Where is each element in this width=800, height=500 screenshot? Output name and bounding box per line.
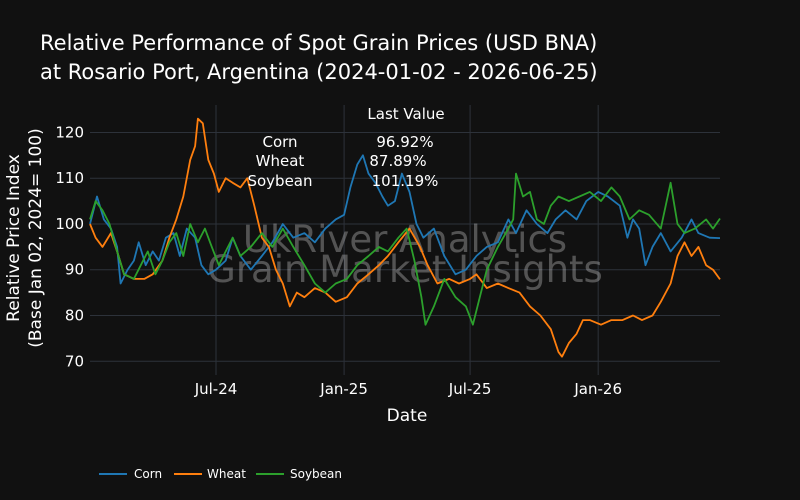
legend: Corn Wheat Soybean [99, 467, 342, 481]
y-tick-label-90: 90 [65, 261, 84, 279]
watermark: UkRiver Analytics Grain Market Insights [207, 218, 603, 291]
x-tick-label-jul-24: Jul-24 [194, 380, 238, 398]
chart-subtitle: at Rosario Port, Argentina (2024-01-02 -… [40, 60, 598, 84]
y-tick-label-80: 80 [65, 307, 84, 325]
annotation-value-wheat: 87.89% [369, 152, 426, 170]
x-tick-label-jan-25: Jan-25 [319, 380, 368, 398]
annotation-value-soybean: 101.19% [372, 172, 439, 190]
annotation-name-corn: Corn [262, 133, 297, 151]
y-axis-title-line-1: Relative Price Index [4, 154, 24, 322]
annotation-value-corn: 96.92% [376, 133, 433, 151]
legend-label-soybean: Soybean [290, 467, 342, 481]
x-axis-title: Date [387, 406, 428, 426]
annotation-header: Last Value [367, 105, 444, 123]
series-lines [89, 117, 721, 358]
last-value-annotation: Last Value Corn 96.92% Wheat 87.89% Soyb… [247, 105, 444, 190]
legend-label-wheat: Wheat [207, 467, 246, 481]
annotation-name-soybean: Soybean [247, 172, 312, 190]
series-line-wheat [89, 117, 721, 358]
annotation-name-wheat: Wheat [256, 152, 305, 170]
y-axis-title-line-2: (Base Jan 02, 2024= 100) [26, 128, 46, 347]
y-tick-label-120: 120 [55, 123, 84, 141]
gridlines [90, 105, 720, 375]
y-tick-label-110: 110 [55, 169, 84, 187]
legend-label-corn: Corn [134, 467, 162, 481]
chart-title: Relative Performance of Spot Grain Price… [40, 31, 597, 55]
x-tick-label-jul-25: Jul-25 [448, 380, 492, 398]
series-line-soybean [89, 172, 721, 326]
y-tick-label-100: 100 [55, 215, 84, 233]
x-axis-ticks: Jul-24 Jan-25 Jul-25 Jan-26 [194, 380, 622, 398]
y-axis-ticks: 70 80 90 100 110 120 [55, 123, 84, 370]
y-tick-label-70: 70 [65, 352, 84, 370]
x-tick-label-jan-26: Jan-26 [573, 380, 622, 398]
watermark-line-2: Grain Market Insights [207, 248, 603, 291]
